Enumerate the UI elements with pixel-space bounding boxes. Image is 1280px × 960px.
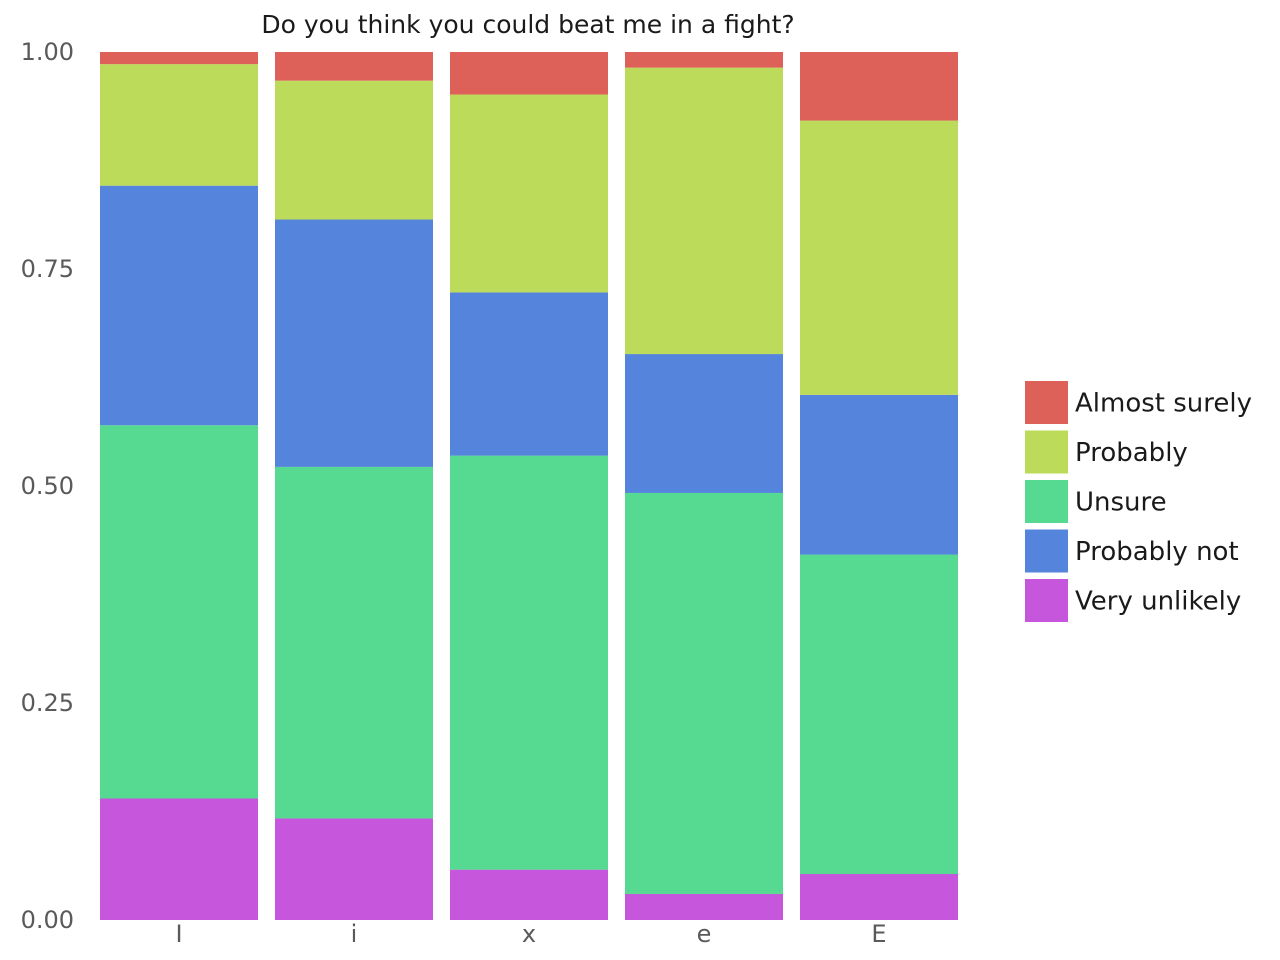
bar-almost-surely-0 [100, 52, 258, 65]
bar-probably-3 [625, 67, 783, 355]
bar-probably-1 [275, 80, 433, 220]
x-tick-label-2: x [522, 920, 536, 948]
legend-key-almost-surely [1025, 381, 1068, 424]
bar-probably-2 [450, 94, 608, 293]
y-tick-label-2: 0.50 [21, 472, 74, 500]
x-tick-label-1: i [351, 920, 358, 948]
legend-label-unsure: Unsure [1075, 488, 1167, 518]
y-tick-label-1: 0.25 [21, 689, 74, 717]
legend-key-probably-not [1025, 529, 1068, 573]
bar-very-unlikely-3 [625, 893, 783, 920]
legend: Almost surely Probably Unsure Probably not V… [1025, 381, 1252, 622]
bar-almost-surely-4 [800, 52, 958, 121]
bar-probably-not-0 [100, 185, 258, 426]
bar-unsure-0 [100, 425, 258, 799]
legend-key-very-unlikely [1025, 579, 1068, 622]
bar-unsure-2 [450, 455, 608, 870]
bar-very-unlikely-2 [450, 869, 608, 920]
bar-unsure-1 [275, 466, 433, 819]
bar-very-unlikely-4 [800, 873, 958, 920]
y-tick-label-3: 0.75 [21, 255, 74, 283]
y-tick-label-4: 1.00 [21, 38, 74, 66]
bar-probably-not-3 [625, 354, 783, 493]
legend-key-probably [1025, 430, 1068, 474]
bars-group [100, 52, 958, 920]
bar-very-unlikely-0 [100, 798, 258, 920]
bar-almost-surely-1 [275, 52, 433, 81]
bar-probably-not-1 [275, 219, 433, 467]
legend-label-very-unlikely: Very unlikely [1075, 587, 1241, 617]
bar-probably-4 [800, 120, 958, 395]
x-tick-label-4: E [871, 920, 886, 948]
y-tick-label-0: 0.00 [21, 906, 74, 934]
bar-probably-not-4 [800, 394, 958, 555]
bar-very-unlikely-1 [275, 818, 433, 920]
bar-probably-0 [100, 64, 258, 186]
legend-label-probably: Probably [1075, 438, 1188, 468]
bar-unsure-3 [625, 492, 783, 894]
x-tick-label-0: I [175, 920, 182, 948]
bar-unsure-4 [800, 554, 958, 874]
x-tick-label-3: e [697, 920, 712, 948]
y-axis: 0.00 0.25 0.50 0.75 1.00 [21, 38, 74, 934]
legend-key-unsure [1025, 480, 1068, 523]
bar-almost-surely-2 [450, 52, 608, 95]
legend-label-almost-surely: Almost surely [1075, 389, 1252, 419]
bar-almost-surely-3 [625, 52, 783, 68]
legend-label-probably-not: Probably not [1075, 537, 1239, 567]
chart-title: Do you think you could beat me in a figh… [261, 10, 794, 39]
bar-probably-not-2 [450, 292, 608, 456]
